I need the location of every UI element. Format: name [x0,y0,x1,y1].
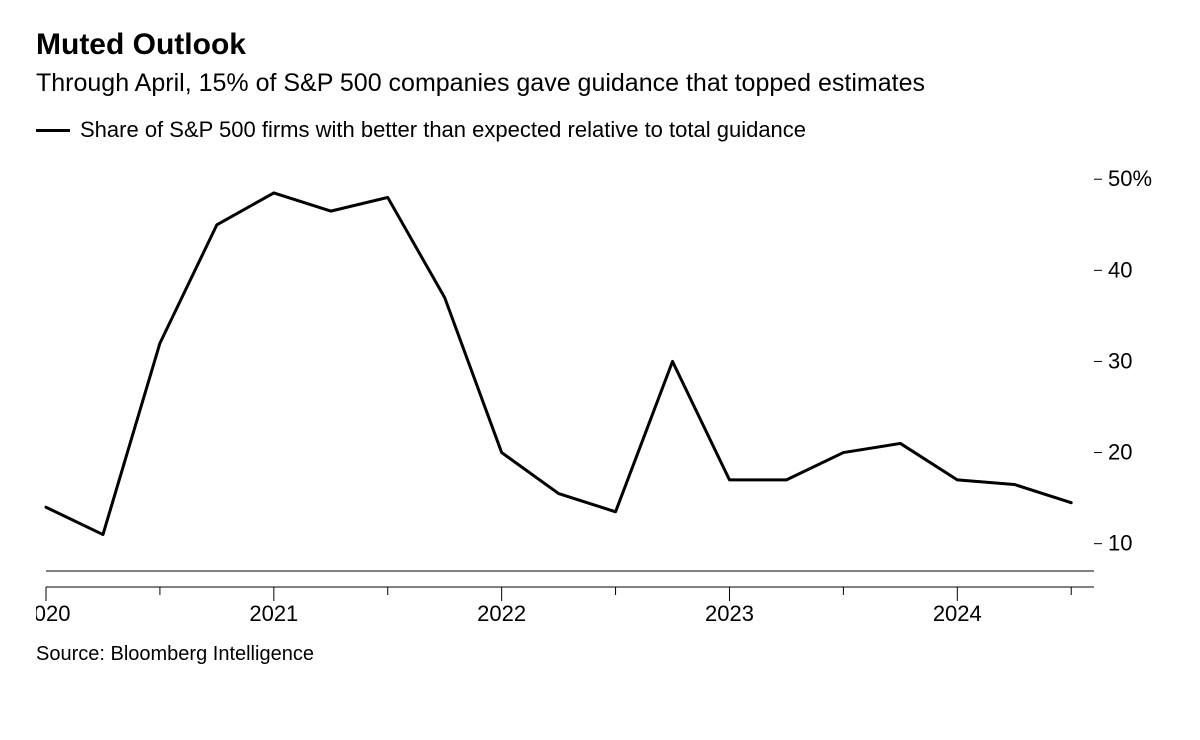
x-tick-label: 2023 [705,601,754,626]
legend-line-icon [36,129,70,132]
x-tick-label: 2020 [36,601,70,626]
y-tick-label: 40 [1108,258,1132,283]
chart-source: Source: Bloomberg Intelligence [36,643,1164,666]
y-tick-label: 50% [1108,166,1152,191]
line-chart-svg: 10 20 30 40 50% 2020 2021 2022 2023 2024 [36,151,1164,633]
y-tick-label: 30 [1108,349,1132,374]
x-tick-label: 2024 [933,601,982,626]
x-tick-label: 2021 [249,601,298,626]
data-line [46,193,1071,535]
chart-subtitle: Through April, 15% of S&P 500 companies … [36,68,1164,99]
y-tick-label: 10 [1108,531,1132,556]
chart-title: Muted Outlook [36,28,1164,62]
chart-plot: 10 20 30 40 50% 2020 2021 2022 2023 2024 [36,151,1164,633]
x-tick-label: 2022 [477,601,526,626]
legend-label: Share of S&P 500 firms with better than … [80,117,806,143]
chart-legend: Share of S&P 500 firms with better than … [36,117,1164,143]
y-tick-label: 20 [1108,440,1132,465]
